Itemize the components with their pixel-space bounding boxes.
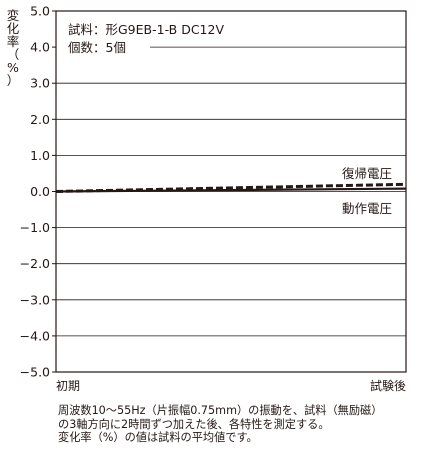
series-label: 動作電圧 bbox=[342, 201, 392, 216]
y-tick-label: 0.0 bbox=[30, 184, 50, 199]
annotation-sample: 試料：形G9EB-1-B DC12V bbox=[68, 22, 224, 37]
y-tick-label: −4.0 bbox=[20, 328, 50, 343]
y-tick-label: 5.0 bbox=[30, 4, 50, 19]
x-category-label: 初期 bbox=[56, 379, 80, 393]
y-tick-label: 3.0 bbox=[30, 76, 50, 91]
y-tick-label: −5.0 bbox=[20, 365, 50, 380]
series-line bbox=[55, 182, 407, 193]
note-line-3: 変化率（%）の値は試料の平均値です。 bbox=[58, 431, 258, 445]
annotation-count: 個数：5個 bbox=[68, 40, 126, 55]
series-line bbox=[55, 187, 407, 193]
y-tick-label: 4.0 bbox=[30, 40, 50, 55]
y-tick-label: 1.0 bbox=[30, 148, 50, 163]
y-tick-label: −2.0 bbox=[20, 256, 50, 271]
note-line-1: 周波数10〜55Hz（片振幅0.75mm）の振動を、試料（無励磁） bbox=[58, 404, 383, 417]
test-conditions-note: 周波数10〜55Hz（片振幅0.75mm）の振動を、試料（無励磁） の3軸方向に… bbox=[58, 404, 426, 445]
x-category-label: 試験後 bbox=[370, 378, 406, 393]
y-tick-label: 2.0 bbox=[30, 112, 50, 127]
y-tick-label: −3.0 bbox=[20, 292, 50, 307]
note-line-2: の3軸方向に2時間ずつ加えた後、各特性を測定する。 bbox=[58, 417, 330, 431]
y-tick-label: −1.0 bbox=[20, 220, 50, 235]
series-label: 復帰電圧 bbox=[342, 166, 392, 181]
y-axis-label: 変化率（%） bbox=[7, 8, 20, 88]
